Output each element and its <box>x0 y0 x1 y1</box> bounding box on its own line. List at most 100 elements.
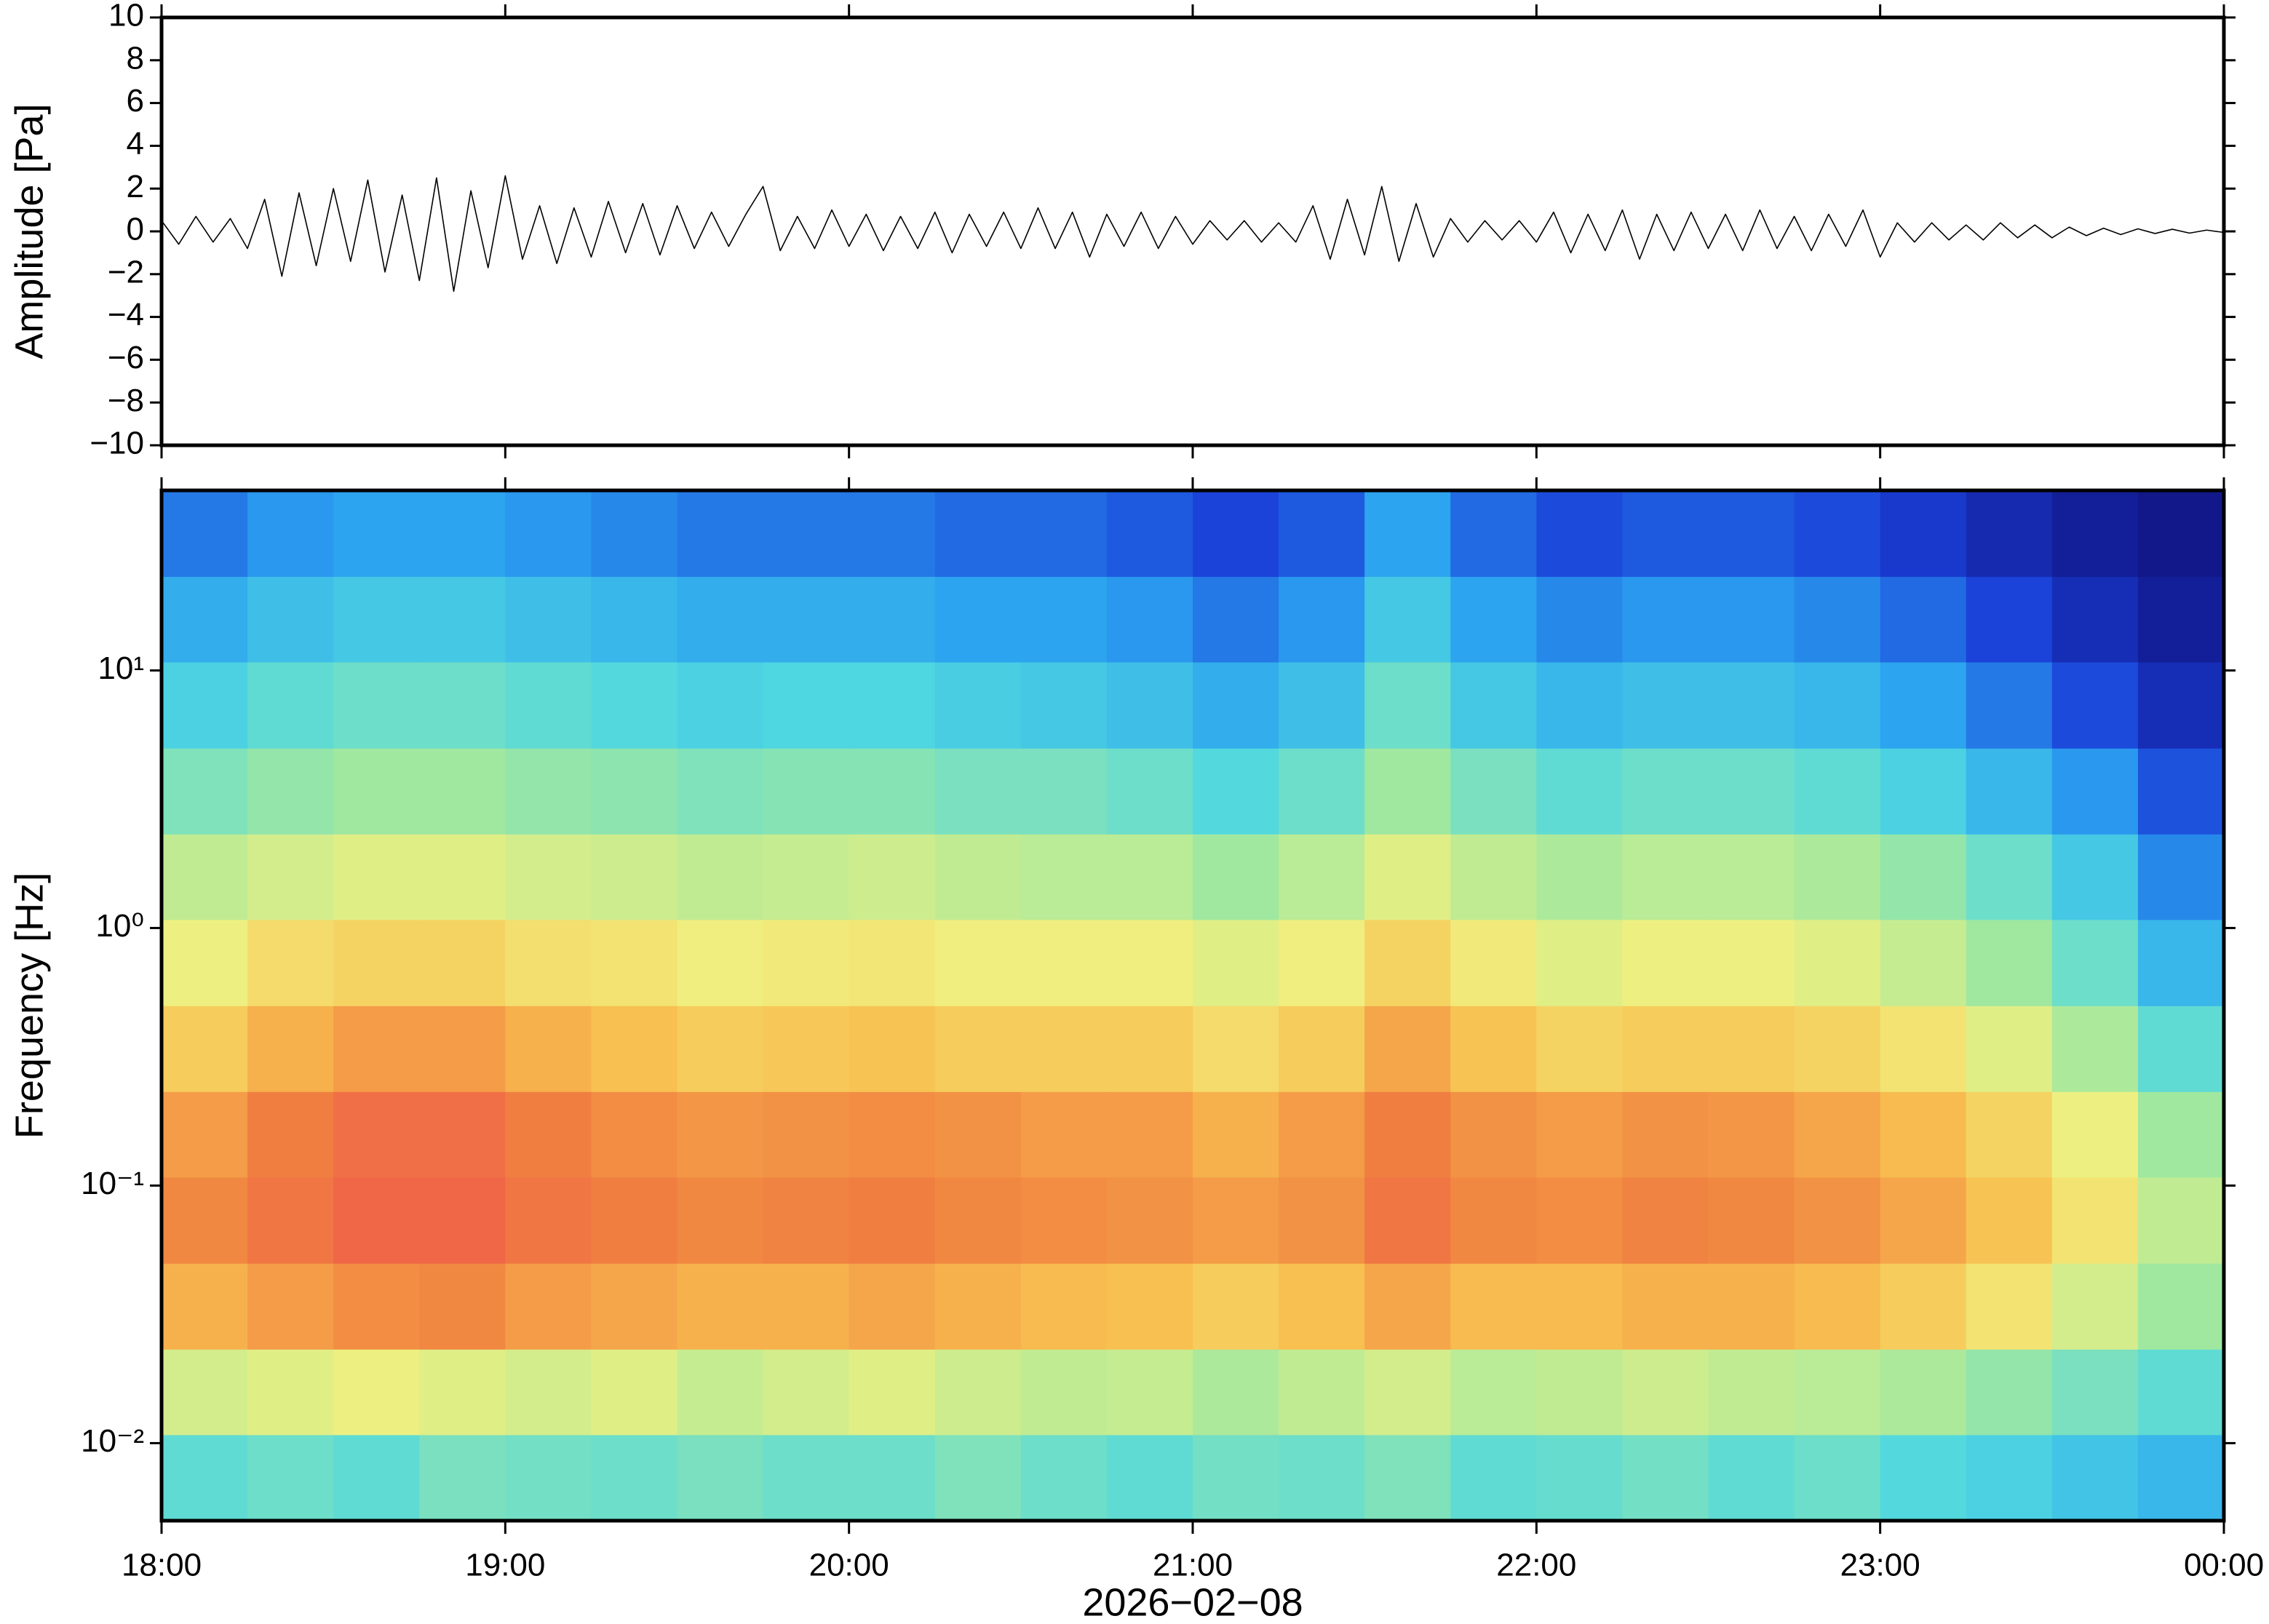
spectrogram-cell <box>162 1177 248 1264</box>
spectrogram-cell <box>934 834 1022 920</box>
spectrogram-cell <box>1193 490 1279 577</box>
spectrogram-cell <box>1020 1434 1108 1521</box>
spectrogram-cell <box>1020 1006 1108 1092</box>
spectrogram-cell <box>1450 919 1538 1006</box>
spectrogram-cell <box>934 576 1022 663</box>
spectrogram-cell <box>419 576 506 663</box>
spectrogram-cell <box>1450 1177 1538 1264</box>
spectrogram-cell <box>1966 834 2053 920</box>
spectrogram-cell <box>419 661 506 749</box>
spectrogram-cell <box>1880 919 1967 1006</box>
spectrogram-cell <box>1622 661 1709 749</box>
y-tick-label: 10 <box>108 0 144 33</box>
spectrogram-cell <box>1966 748 2053 835</box>
spectrogram-cell <box>677 661 764 749</box>
spectrogram-cell <box>591 748 678 835</box>
x-tick-label: 19:00 <box>465 1548 545 1583</box>
spectrogram-cell <box>1020 834 1108 920</box>
spectrogram-cell <box>1966 1006 2053 1092</box>
spectrogram-cell <box>419 834 506 920</box>
spectrogram-cell <box>1794 576 1881 663</box>
spectrogram-cell <box>1020 1091 1108 1178</box>
spectrogram-cell <box>591 1091 678 1178</box>
spectrogram-cell <box>247 576 334 663</box>
spectrogram-cell <box>1794 1177 1881 1264</box>
y-tick-label: 10⁻¹ <box>81 1166 144 1201</box>
spectrogram-cell <box>1966 1091 2053 1178</box>
spectrogram-cell <box>162 1263 248 1350</box>
spectrogram-cell <box>849 661 936 749</box>
spectrogram-cell <box>247 1177 334 1264</box>
spectrogram-cell <box>2137 661 2225 749</box>
spectrogram-cell <box>1450 1349 1538 1436</box>
spectrogram-cell <box>849 748 936 835</box>
spectrogram-cell <box>1794 1263 1881 1350</box>
spectrogram-cell <box>934 661 1022 749</box>
spectrogram-cell <box>505 1091 592 1178</box>
spectrogram-cell <box>1020 919 1108 1006</box>
spectrogram-cell <box>333 1434 421 1521</box>
spectrogram-cell <box>1536 919 1624 1006</box>
spectrogram-cell <box>162 490 248 577</box>
spectrogram-cell <box>1708 748 1795 835</box>
spectrogram-cell <box>1279 1349 1365 1436</box>
spectrogram-cell <box>1106 490 1193 577</box>
spectrogram-cell <box>1536 748 1624 835</box>
spectrogram-cell <box>1193 661 1279 749</box>
spectrogram-cell <box>162 919 248 1006</box>
spectrogram-cell <box>763 661 850 749</box>
spectrogram-cell <box>1536 1349 1624 1436</box>
spectrogram-cell <box>1020 1177 1108 1264</box>
x-tick-label: 23:00 <box>1840 1548 1920 1583</box>
y-tick-label: −6 <box>108 340 144 375</box>
spectrogram-cell <box>2137 834 2225 920</box>
spectrogram-cell <box>1193 1349 1279 1436</box>
spectrogram-cell <box>934 490 1022 577</box>
x-tick-label: 20:00 <box>809 1548 889 1583</box>
spectrogram-cell <box>1020 748 1108 835</box>
spectrogram-cell <box>677 576 764 663</box>
spectrogram-cell <box>1708 1434 1795 1521</box>
spectrogram-cell <box>934 1091 1022 1178</box>
spectrogram-cell <box>1364 834 1452 920</box>
spectrogram-cell <box>2137 1177 2225 1264</box>
spectrogram-cell <box>1794 1349 1881 1436</box>
spectrogram-cell <box>1450 834 1538 920</box>
spectrogram-cell <box>419 1263 506 1350</box>
spectrogram-cell <box>333 490 421 577</box>
spectrogram-cell <box>1794 490 1881 577</box>
spectrogram-cell <box>419 1091 506 1178</box>
spectrogram-cell <box>763 834 850 920</box>
spectrogram-cell <box>247 748 334 835</box>
spectrogram-cell <box>333 1263 421 1350</box>
spectrogram-cell <box>1279 490 1365 577</box>
spectrogram-cell <box>2137 1091 2225 1178</box>
spectrogram-cell <box>505 919 592 1006</box>
spectrogram-cell <box>763 748 850 835</box>
spectrogram-cell <box>1193 1091 1279 1178</box>
spectrogram-cell <box>1794 661 1881 749</box>
spectrogram-cell <box>1450 1434 1538 1521</box>
spectrogram-cell <box>1450 748 1538 835</box>
spectrogram-cell <box>1450 576 1538 663</box>
spectrogram-cell <box>1106 748 1193 835</box>
spectrogram-cell <box>1450 661 1538 749</box>
spectrogram-cell <box>1794 919 1881 1006</box>
spectrogram-cell <box>2051 490 2139 577</box>
spectrogram-cell <box>1794 1091 1881 1178</box>
spectrogram-cell <box>1106 576 1193 663</box>
spectrogram-cell <box>419 490 506 577</box>
spectrogram-cell <box>1966 1434 2053 1521</box>
spectrogram-cell <box>763 919 850 1006</box>
spectrogram-cell <box>1622 1177 1709 1264</box>
spectrogram-cell <box>1106 1434 1193 1521</box>
spectrogram-cell <box>591 919 678 1006</box>
spectrogram-cell <box>1106 661 1193 749</box>
spectrogram-cell <box>1622 576 1709 663</box>
spectrogram-cell <box>1880 661 1967 749</box>
spectrogram-cell <box>591 576 678 663</box>
spectrogram-cell <box>1020 490 1108 577</box>
spectrogram-cell <box>2137 1263 2225 1350</box>
y-tick-label: 6 <box>127 83 144 119</box>
spectrogram-cell <box>934 1349 1022 1436</box>
